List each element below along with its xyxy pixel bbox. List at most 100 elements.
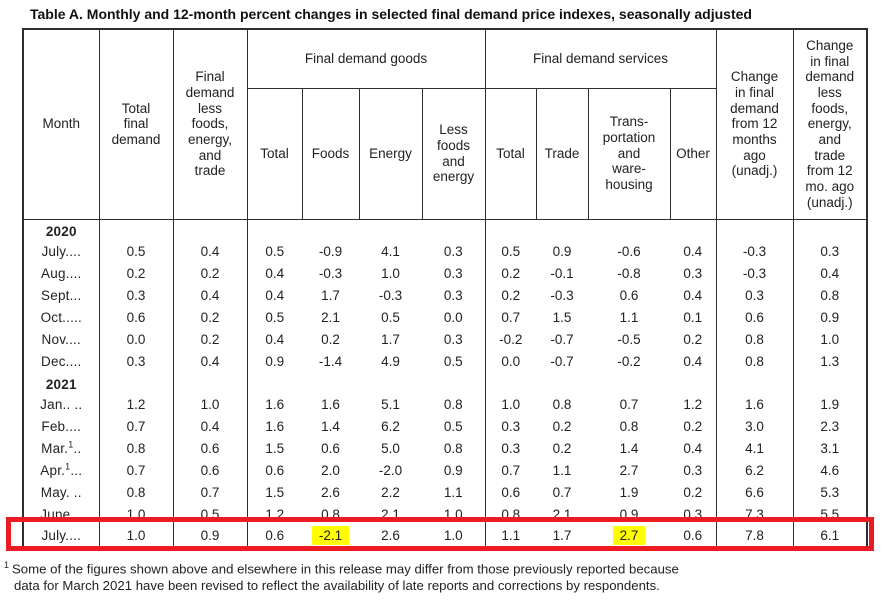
value-cell: 0.8 <box>98 481 173 503</box>
value-cell: -1.4 <box>318 353 343 369</box>
value-cell: 0.6 <box>619 287 639 303</box>
leader-dots: .... <box>65 418 82 434</box>
table-title: Table A. Monthly and 12-month percent ch… <box>30 6 752 22</box>
value-cell <box>536 372 588 393</box>
footnote-reference: 1 <box>68 439 74 449</box>
col-header-services-other: Other <box>669 87 717 220</box>
label-text: Feb <box>41 418 66 434</box>
value-cell: 0.6 <box>246 525 302 547</box>
leader-dots: .. .. <box>62 396 83 412</box>
value-cell: 0.8 <box>792 284 868 306</box>
value-cell: 0.9 <box>172 525 247 547</box>
value-cell: 0.8 <box>443 396 463 412</box>
value-cell: 0.5 <box>484 240 537 262</box>
value-cell: 0.3 <box>98 284 173 306</box>
value-cell: -0.5 <box>617 331 641 347</box>
value-cell: -0.7 <box>550 331 574 347</box>
value-cell: 1.1 <box>619 309 639 325</box>
month-label: July.... <box>23 240 99 262</box>
value-cell: 2.7 <box>588 525 670 547</box>
col-header-services-trade: Trade <box>535 87 589 220</box>
value-cell: 0.8 <box>715 328 794 350</box>
value-cell: 0.1 <box>683 309 703 325</box>
value-cell: 0.9 <box>443 462 463 478</box>
value-cell: 5.5 <box>792 503 868 525</box>
value-cell: 1.6 <box>246 393 302 415</box>
value-cell: 4.1 <box>715 437 794 459</box>
value-cell: 0.7 <box>172 481 247 503</box>
value-cell: 0.3 <box>443 243 463 259</box>
label-text: 2021 <box>45 377 77 392</box>
value-cell: 0.8 <box>715 350 794 372</box>
value-cell: 0.7 <box>98 459 173 481</box>
year-label: 2020 <box>23 219 99 240</box>
value-cell <box>670 372 716 393</box>
value-cell: 0.4 <box>246 328 302 350</box>
value-cell: -0.2 <box>484 328 537 350</box>
value-cell <box>588 219 670 240</box>
value-cell: 1.6 <box>246 415 302 437</box>
value-cell: 0.7 <box>619 396 639 412</box>
value-cell: 0.3 <box>484 437 537 459</box>
leader-dots: .... <box>65 528 82 543</box>
value-cell <box>246 372 302 393</box>
col-header-goods-less-foods-energy: Less foods and energy <box>421 87 486 220</box>
value-cell: 0.4 <box>683 243 703 259</box>
value-cell: 1.2 <box>683 396 703 412</box>
value-cell: 0.4 <box>683 287 703 303</box>
col-header-month: Month <box>22 28 100 220</box>
value-cell: -0.3 <box>378 287 403 303</box>
year-label: 2021 <box>23 372 99 393</box>
value-cell: 0.2 <box>484 262 537 284</box>
label-text: Sept <box>41 287 70 303</box>
value-cell: 2.6 <box>321 484 340 500</box>
month-row: Apr.1... 0.7 0.6 0.6 2.0 -2.0 0.9 0.7 1.1 2.7 0.3 6… <box>23 459 868 481</box>
value-cell: 1.1 <box>484 525 537 547</box>
value-cell: 1.0 <box>172 393 247 415</box>
value-cell: 0.8 <box>321 506 340 522</box>
month-label: Feb.... <box>23 415 99 437</box>
month-row: Aug.... 0.2 0.2 0.4 -0.3 1.0 0.3 0.2 -0.1 -0.8 0.3… <box>23 262 868 284</box>
value-cell: 0.8 <box>552 396 572 412</box>
value-cell: 0.3 <box>443 331 463 347</box>
label-text: May. <box>40 484 70 500</box>
footnote: 1 Some of the figures shown above and els… <box>4 557 870 594</box>
value-cell: 0.4 <box>683 353 703 369</box>
month-label: May. .. <box>23 481 99 503</box>
value-cell: 0.3 <box>443 287 463 303</box>
value-cell: -0.6 <box>617 243 641 259</box>
month-label: Sept... <box>23 284 99 306</box>
month-label: July.... <box>23 525 99 547</box>
label-text: June <box>40 506 71 522</box>
value-cell: 1.0 <box>484 393 537 415</box>
label-text: Nov <box>41 331 66 347</box>
value-cell: 0.5 <box>246 240 302 262</box>
value-cell: 0.5 <box>381 309 400 325</box>
value-cell: -0.3 <box>715 240 794 262</box>
leader-dots: ... <box>70 462 83 478</box>
value-cell: 0.8 <box>619 418 639 434</box>
footnote-marker: 1 <box>4 560 10 570</box>
value-cell: 1.5 <box>246 481 302 503</box>
highlighted-value: -2.1 <box>311 526 350 545</box>
value-cell: 5.1 <box>381 396 400 412</box>
leader-dots: .... <box>65 353 82 369</box>
value-cell: 0.3 <box>683 265 703 281</box>
value-cell: 0.2 <box>683 484 703 500</box>
leader-dots: .. <box>69 484 82 500</box>
value-cell <box>536 219 588 240</box>
month-label: Nov.... <box>23 328 99 350</box>
value-cell: 0.3 <box>683 462 703 478</box>
value-cell: 1.5 <box>246 437 302 459</box>
value-cell: 7.3 <box>715 503 794 525</box>
label-text: Oct <box>40 309 63 325</box>
value-cell: 0.4 <box>172 284 247 306</box>
value-cell <box>246 219 302 240</box>
value-cell: 0.4 <box>683 440 703 456</box>
value-cell: 0.2 <box>98 262 173 284</box>
month-row: May. .. 0.8 0.7 1.5 2.6 2.2 1.1 0.6 0.7 1.9 0.2 6.6… <box>23 481 868 503</box>
value-cell: 0.5 <box>443 418 463 434</box>
value-cell <box>792 372 868 393</box>
value-cell: 1.7 <box>381 331 400 347</box>
